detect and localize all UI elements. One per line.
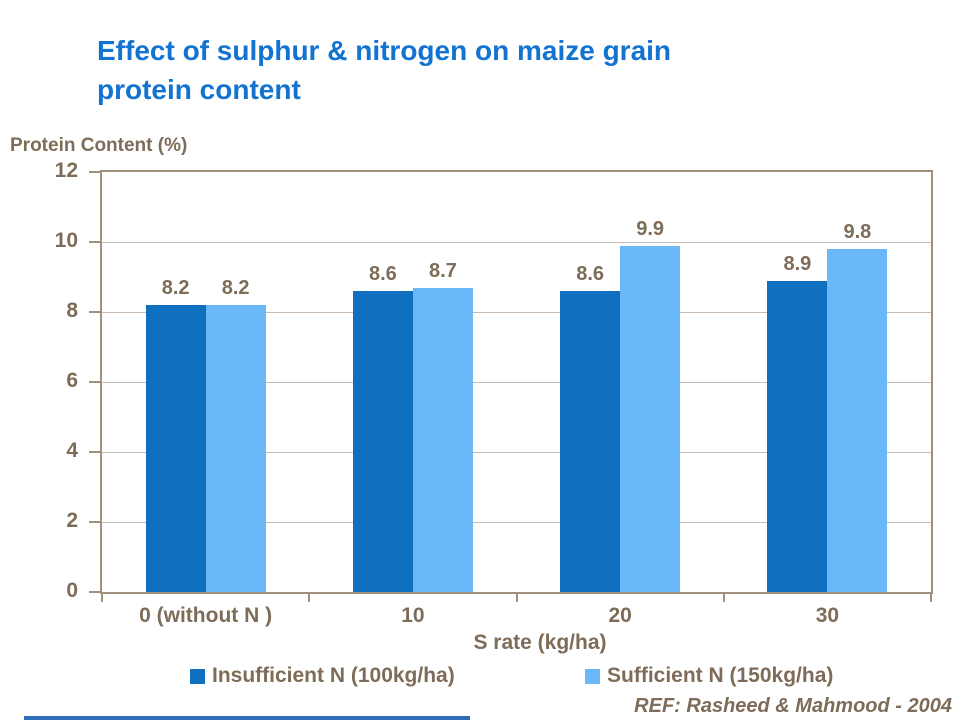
x-axis-tick: [308, 594, 311, 602]
y-tick-label: 12: [54, 159, 78, 182]
bar-value-label: 8.6: [368, 263, 397, 285]
y-axis-tick: [89, 171, 100, 173]
y-axis-title: Protein Content (%): [10, 135, 188, 156]
x-category-label: 0 (without N ): [139, 604, 273, 627]
x-category-label: 20: [608, 604, 632, 627]
x-axis-tick: [515, 594, 518, 602]
y-tick-label: 6: [66, 369, 78, 392]
x-axis-tick: [722, 594, 725, 602]
x-axis-tick: [930, 594, 932, 602]
bar-sufficient: [205, 305, 266, 592]
plot-area: 8.2 8.2 8.6 8.7 8.6 9.9 8.9 9.8: [100, 170, 933, 594]
legend-label-sufficient: Sufficient N (150kg/ha): [607, 664, 834, 687]
legend-item-sufficient: Sufficient N (150kg/ha): [585, 664, 833, 688]
title-line-2: protein content: [97, 74, 301, 105]
y-axis-tick: [89, 241, 100, 243]
bar-insufficient: [352, 291, 413, 592]
y-axis-tick: [89, 381, 100, 383]
y-tick-label: 0: [66, 579, 78, 602]
y-axis-tick: [89, 311, 100, 313]
x-axis-tick: [101, 594, 103, 602]
title-line-1: Effect of sulphur & nitrogen on maize gr…: [97, 35, 672, 66]
footer-accent-bar: [24, 716, 470, 720]
legend-swatch-insufficient-icon: [190, 668, 205, 684]
gridline: [102, 241, 931, 243]
bar-sufficient: [620, 245, 681, 592]
y-axis-tick: [89, 451, 100, 453]
gridline: [102, 451, 931, 453]
bar-value-label: 8.6: [576, 263, 605, 285]
page-title: Effect of sulphur & nitrogen on maize gr…: [97, 31, 817, 109]
reference-note: REF: Rasheed & Mahmood - 2004: [634, 695, 952, 717]
x-category-label: 30: [815, 604, 840, 627]
bar-insufficient: [767, 280, 828, 592]
y-axis-tick: [89, 521, 100, 523]
legend-item-insufficient: Insufficient N (100kg/ha): [190, 664, 455, 688]
bar-insufficient: [145, 305, 206, 592]
x-axis-title: S rate (kg/ha): [473, 631, 607, 654]
bar-value-label: 8.2: [221, 277, 250, 299]
bar-value-label: 8.9: [783, 252, 812, 275]
x-category-label: 10: [401, 604, 425, 627]
y-tick-label: 8: [66, 299, 78, 322]
gridline: [102, 521, 931, 523]
gridline: [102, 381, 931, 383]
y-axis-tick: [89, 591, 100, 593]
y-tick-label: 2: [66, 509, 78, 532]
bar-sufficient: [412, 287, 473, 592]
bar-value-label: 9.9: [636, 217, 665, 240]
bar-insufficient: [560, 291, 621, 592]
bar-sufficient: [827, 249, 888, 592]
legend-swatch-sufficient-icon: [585, 668, 600, 684]
gridline: [102, 311, 931, 313]
y-tick-label: 10: [54, 229, 78, 252]
bar-value-label: 8.2: [161, 277, 190, 299]
legend-label-insufficient: Insufficient N (100kg/ha): [212, 664, 455, 687]
y-tick-label: 4: [66, 439, 78, 462]
bar-value-label: 9.8: [843, 221, 872, 243]
bar-value-label: 8.7: [428, 259, 457, 282]
